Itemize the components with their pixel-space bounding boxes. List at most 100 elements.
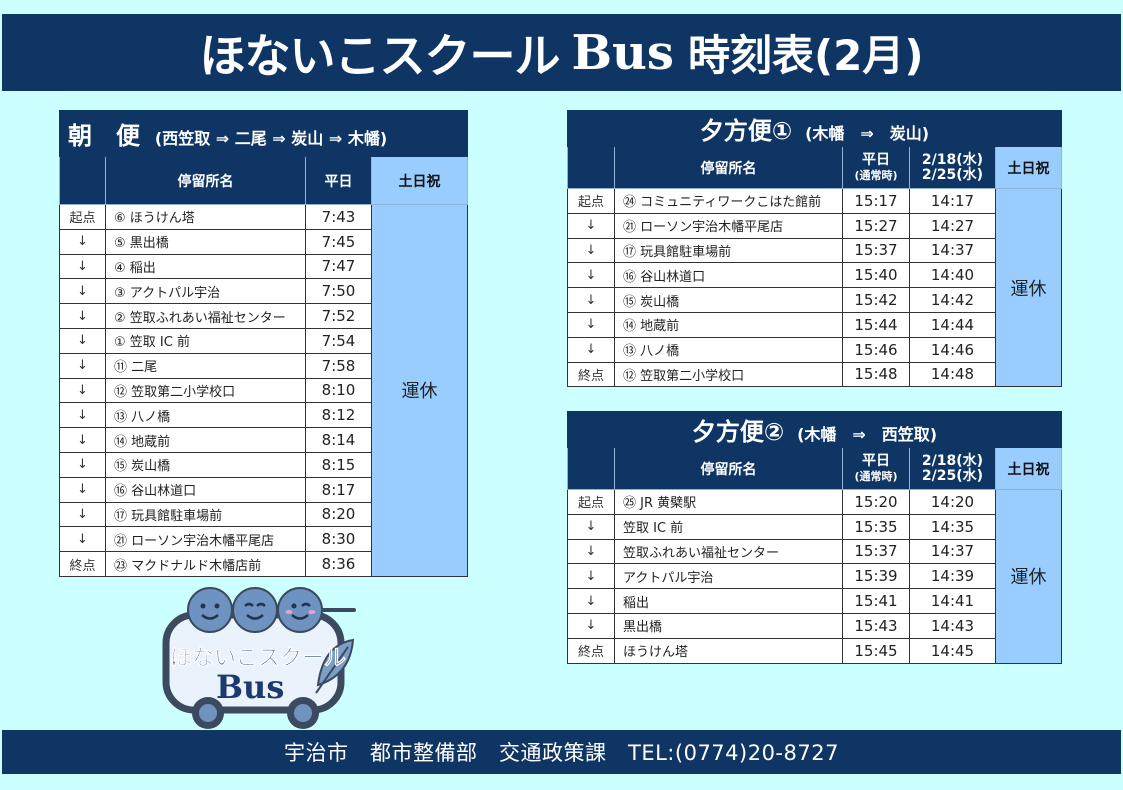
table-row: ↓ 黒出橋 15:43 14:43: [567, 612, 1062, 639]
special-date-time: 14:43: [909, 612, 996, 639]
table-row: ↓ ④ 稲出 7:47: [59, 253, 468, 280]
face-icons: [187, 587, 323, 633]
table-row: 終点 ほうけん塔 15:45 14:45: [567, 637, 1062, 664]
stop-name: ㉑ ローソン宇治木幡平尾店: [105, 526, 306, 553]
stop-marker: ↓: [59, 278, 106, 305]
weekday-time: 8:15: [305, 451, 372, 478]
weekday-time: 15:44: [842, 311, 910, 338]
special-date-1: 2/18(水): [921, 151, 984, 168]
stop-name: ⑤ 黒出橋: [105, 228, 306, 255]
stop-name: ㉔ コミュニティワークこはた館前: [614, 188, 843, 214]
stop-name: ⑰ 玩具館駐車場前: [105, 501, 306, 528]
evening1-title: 夕方便①: [699, 117, 793, 145]
stop-name: ⑯ 谷山林道口: [614, 262, 843, 289]
stop-name: ⑮ 炭山橋: [614, 287, 843, 313]
weekday-time: 15:40: [842, 262, 910, 289]
weekday-time: 7:47: [305, 253, 372, 280]
weekday-time: 7:54: [305, 327, 372, 354]
stop-marker: ↓: [59, 501, 106, 528]
evening1-route: (木幡 ⇒ 炭山): [805, 124, 930, 143]
stop-marker: ↓: [59, 377, 106, 404]
special-date-time: 14:41: [909, 588, 996, 614]
weekday-time: 15:39: [842, 563, 910, 590]
stop-marker: ↓: [567, 237, 615, 264]
weekday-note: (通常時): [854, 469, 898, 483]
weekday-note: (通常時): [854, 168, 898, 182]
title-main: ほないこスクール: [199, 28, 560, 83]
stop-marker: 起点: [567, 188, 615, 214]
table-row: ↓ ⑮ 炭山橋 15:42 14:42: [567, 287, 1062, 313]
stop-name: ⑭ 地蔵前: [105, 427, 306, 453]
footer-text: 宇治市 都市整備部 交通政策課 TEL:(0774)20-8727: [284, 741, 839, 765]
weekend-suspended: 運休: [994, 187, 1063, 388]
evening2-route: (木幡 ⇒ 西笠取): [797, 425, 938, 444]
special-date-time: 14:17: [909, 188, 996, 214]
stop-name: 黒出橋: [614, 612, 843, 639]
weekday-time: 15:17: [842, 188, 910, 214]
special-date-time: 14:35: [909, 513, 996, 540]
stop-marker: ↓: [59, 476, 106, 503]
weekday-time: 15:37: [842, 237, 910, 264]
table-row: ↓ ① 笠取 IC 前 7:54: [59, 327, 468, 354]
col-header-weekday: 平日: [305, 156, 372, 205]
stop-name: ④ 稲出: [105, 253, 306, 280]
title-banner: ほないこスクール Bus 時刻表(2月): [2, 14, 1121, 91]
col-header-weekend: 土日祝: [994, 146, 1063, 189]
stop-marker: ↓: [59, 402, 106, 429]
special-date-time: 14:46: [909, 336, 996, 363]
col-header-stop: 停留所名: [614, 146, 843, 189]
table-row: 起点 ⑥ ほうけん塔 7:43 運休: [59, 204, 469, 577]
stop-name: ⑭ 地蔵前: [614, 311, 843, 338]
stop-marker: ↓: [59, 327, 106, 354]
stop-marker: 起点: [59, 204, 106, 230]
special-date-time: 14:44: [909, 311, 996, 338]
col-header-kbn: [567, 146, 615, 189]
stop-name: ⑮ 炭山橋: [105, 451, 306, 478]
special-date-2: 2/25(水): [921, 467, 984, 484]
stop-marker: ↓: [567, 538, 615, 565]
weekday-time: 15:35: [842, 513, 910, 540]
stop-marker: ↓: [567, 311, 615, 338]
stop-marker: ↓: [59, 427, 106, 453]
weekday-time: 15:46: [842, 336, 910, 363]
weekday-time: 15:48: [842, 361, 910, 388]
special-date-1: 2/18(水): [921, 452, 984, 469]
col-header-weekend: 土日祝: [995, 447, 1062, 490]
special-date-time: 14:37: [909, 538, 996, 565]
weekday-time: 7:58: [305, 352, 372, 379]
stop-name: ⑥ ほうけん塔: [105, 204, 306, 230]
weekday-time: 7:52: [305, 303, 372, 329]
weekday-time: 8:30: [305, 526, 372, 553]
leaf-icon: [315, 638, 355, 694]
weekday-time: 7:45: [305, 228, 372, 255]
table-row: 終点 ⑫ 笠取第二小学校口 15:48 14:48: [567, 361, 1062, 388]
stop-name: ⑬ 八ノ橋: [614, 336, 843, 363]
col-header-special-dates: 2/18(水) 2/25(水): [909, 447, 996, 490]
stop-marker: ↓: [567, 336, 615, 363]
weekday-time: 15:42: [842, 287, 910, 313]
stop-name: ほうけん塔: [614, 637, 843, 664]
weekday-time: 8:20: [305, 501, 372, 528]
stop-name: ① 笠取 IC 前: [105, 327, 306, 354]
stop-name: ㉓ マクドナルド木幡店前: [105, 551, 306, 577]
weekday-time: 7:50: [305, 278, 372, 305]
weekend-suspended: 運休: [370, 204, 469, 577]
weekday-time: 15:37: [842, 538, 910, 565]
col-header-weekday: 平日 (通常時): [842, 146, 910, 189]
table-row: ↓ ㉑ ローソン宇治木幡平尾店 15:27 14:27: [567, 212, 1062, 239]
stop-name: ② 笠取ふれあい福祉センター: [105, 303, 306, 329]
table-row: ↓ ⑬ 八ノ橋 8:12: [59, 402, 468, 429]
evening2-title: 夕方便②: [691, 418, 785, 446]
evening1-caption: 夕方便① (木幡 ⇒ 炭山): [566, 110, 1063, 147]
weekday-time: 15:45: [842, 637, 910, 664]
col-header-special-dates: 2/18(水) 2/25(水): [909, 146, 996, 189]
stop-marker: ↓: [59, 352, 106, 379]
stop-name: ㉑ ローソン宇治木幡平尾店: [614, 212, 843, 239]
stop-name: ⑫ 笠取第二小学校口: [614, 361, 843, 388]
table-row: ↓ ⑫ 笠取第二小学校口 8:10: [59, 377, 468, 404]
weekday-time: 15:41: [842, 588, 910, 614]
weekday-label: 平日: [862, 452, 890, 469]
